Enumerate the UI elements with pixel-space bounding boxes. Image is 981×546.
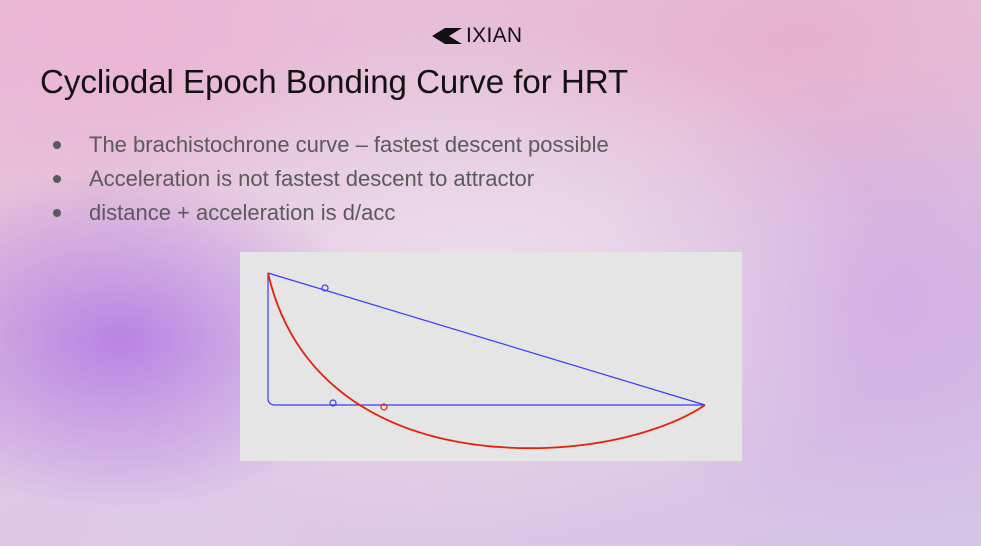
marker-on-curve <box>380 403 388 411</box>
bullet-dot-icon <box>53 209 61 217</box>
bullet-text: The brachistochrone curve – fastest desc… <box>89 132 609 157</box>
bullet-list: The brachistochrone curve – fastest desc… <box>40 129 609 231</box>
marker-on-horizontal <box>329 399 337 407</box>
ixian-chevron-logo-icon <box>432 28 462 44</box>
vertical-then-horizontal-path <box>267 273 705 406</box>
bullet-dot-icon <box>53 141 61 149</box>
brachistochrone-diagram <box>240 252 742 461</box>
brand-logo-text: IXIAN <box>466 24 523 47</box>
diagram-canvas <box>267 272 706 450</box>
straight-slope-line <box>267 272 706 406</box>
cycloid-curve <box>267 272 706 450</box>
bullet-item: Acceleration is not fastest descent to a… <box>40 163 609 197</box>
bullet-dot-icon <box>53 175 61 183</box>
bullet-text: Acceleration is not fastest descent to a… <box>89 166 535 191</box>
bullet-item: The brachistochrone curve – fastest desc… <box>40 129 609 163</box>
slide-title: Cycliodal Epoch Bonding Curve for HRT <box>40 63 629 100</box>
brand-logo: IXIAN <box>432 24 522 48</box>
marker-on-slope <box>321 284 329 292</box>
bullet-item: distance + acceleration is d/acc <box>40 197 609 231</box>
bullet-text: distance + acceleration is d/acc <box>89 200 396 225</box>
